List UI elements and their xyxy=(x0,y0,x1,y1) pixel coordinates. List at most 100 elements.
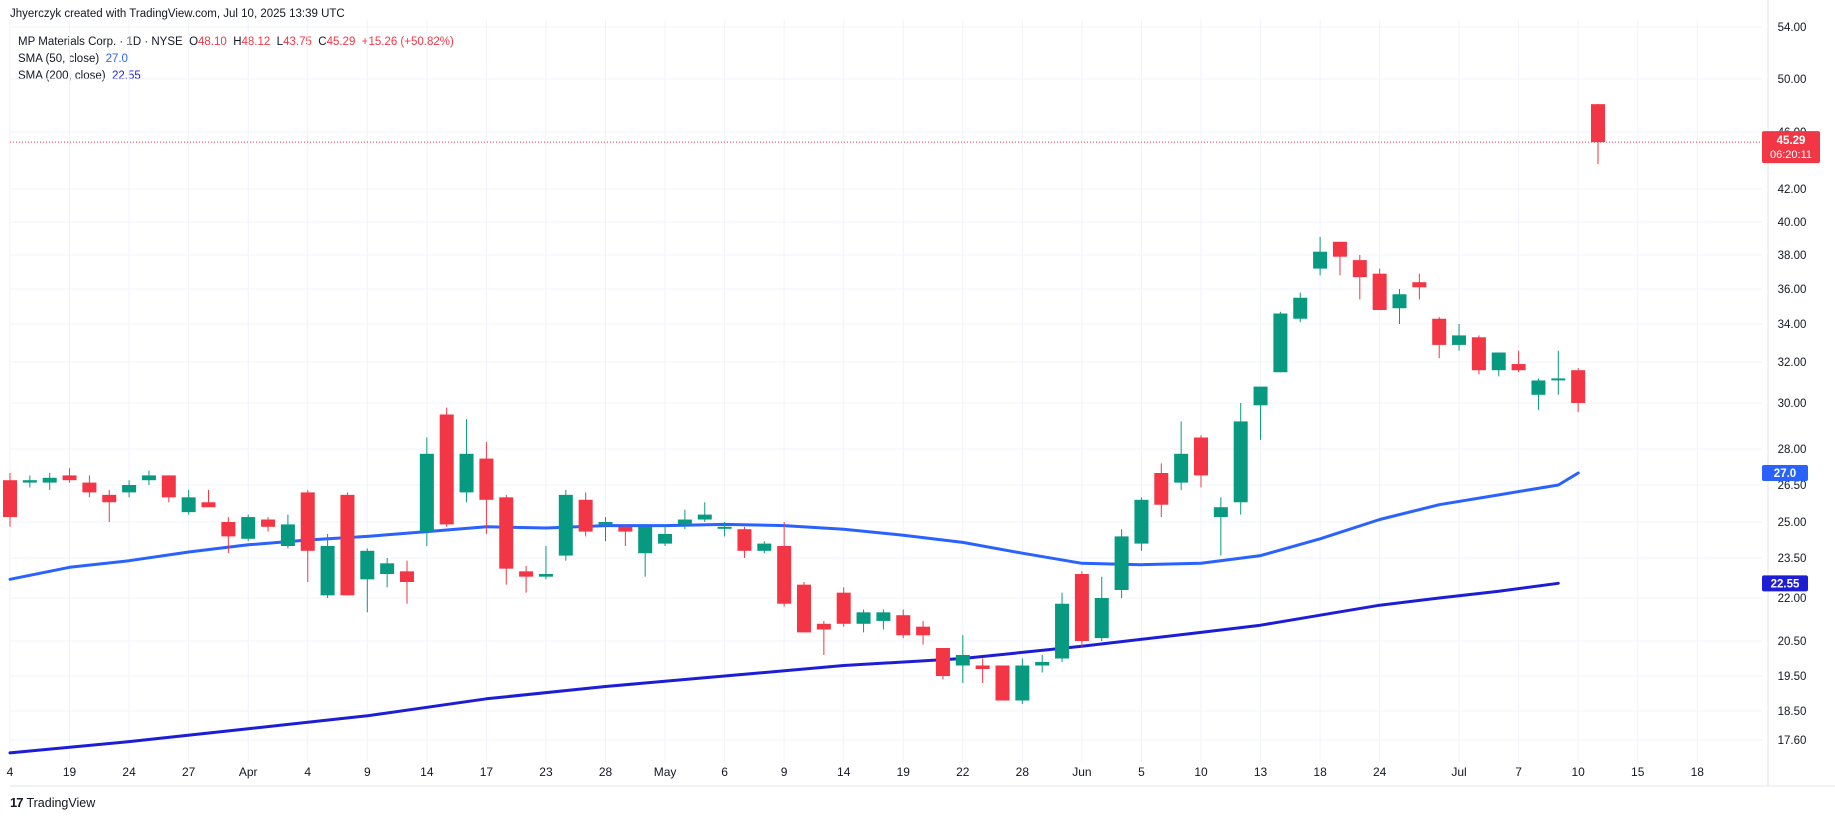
candle-body xyxy=(439,414,454,525)
last-price-badge-value: 45.29 xyxy=(1777,135,1806,147)
candle-body xyxy=(42,477,57,483)
candle-body xyxy=(955,655,970,666)
candle-body xyxy=(558,494,573,556)
candle-body xyxy=(300,492,315,551)
x-tick-label: 10 xyxy=(1194,765,1208,779)
sma50-line xyxy=(8,471,1580,581)
y-tick-label: 19.50 xyxy=(1778,671,1807,683)
x-tick-label: 22 xyxy=(956,765,970,779)
x-tick-label: 6 xyxy=(721,765,728,779)
candle-body xyxy=(1114,536,1129,590)
y-tick-label: 54.00 xyxy=(1778,22,1807,34)
candle-body xyxy=(22,480,37,483)
x-tick-label: 23 xyxy=(539,765,553,779)
open-value: 48.10 xyxy=(198,36,227,48)
candle-body xyxy=(995,665,1010,701)
y-tick-label: 38.00 xyxy=(1778,250,1807,262)
candle-body xyxy=(896,615,911,636)
x-tick-label: 13 xyxy=(1254,765,1268,779)
x-tick-label: 19 xyxy=(63,765,77,779)
y-tick-label: 30.00 xyxy=(1778,398,1807,410)
candle-body xyxy=(1372,273,1387,310)
chart-credit: Jhyerczyk created with TradingView.com, … xyxy=(10,8,345,20)
y-tick-label: 40.00 xyxy=(1778,217,1807,229)
candle-body xyxy=(419,453,434,532)
sma50-legend-row[interactable]: SMA (50, close) 27.0 xyxy=(18,51,454,68)
candle-body xyxy=(161,475,176,498)
candle-body xyxy=(62,475,77,481)
candle-body xyxy=(1015,665,1030,701)
y-tick-label: 32.00 xyxy=(1778,357,1807,369)
sma200-price-badge-bg xyxy=(1762,575,1808,592)
candle-body xyxy=(797,584,811,633)
y-tick-label: 23.50 xyxy=(1778,553,1807,565)
sma50-price-badge-bg xyxy=(1762,465,1808,481)
x-tick-label: Apr xyxy=(239,765,258,779)
open-label: O xyxy=(189,36,199,48)
candle-body xyxy=(1491,352,1506,371)
sma50-legend-label: SMA (50, close) xyxy=(18,53,100,65)
last-price-badge-bg xyxy=(1762,131,1820,164)
candle-body xyxy=(777,546,792,604)
candle-body xyxy=(261,519,276,527)
candle-body xyxy=(598,522,613,525)
x-tick-label: 10 xyxy=(1571,765,1585,779)
candle-body xyxy=(141,475,156,481)
sma200-price-badge-text: 22.55 xyxy=(1771,578,1800,590)
x-tick-label: 9 xyxy=(781,765,788,779)
sma50-price-badge-text: 27.0 xyxy=(1774,468,1796,480)
y-tick-label: 28.00 xyxy=(1778,444,1807,456)
low-value: 43.75 xyxy=(283,36,312,48)
x-tick-label: 24 xyxy=(122,765,136,779)
high-label: H xyxy=(233,36,242,48)
symbol-row: MP Materials Corp. · 1D · NYSE O48.10 H 4… xyxy=(18,34,454,51)
candle-body xyxy=(1293,297,1308,319)
x-tick-label: 28 xyxy=(1016,765,1030,779)
x-tick-label: 5 xyxy=(1138,765,1145,779)
last-price-badge-countdown: 06:20:11 xyxy=(1770,149,1812,161)
candle-body xyxy=(201,502,216,508)
candle-body xyxy=(1035,662,1050,666)
candle-body xyxy=(836,592,851,624)
candle-body xyxy=(360,550,375,580)
candle-body xyxy=(578,499,593,532)
candle-body xyxy=(280,524,295,546)
y-tick-label: 20.50 xyxy=(1778,636,1807,648)
candle-body xyxy=(1055,603,1070,659)
candle-body xyxy=(1531,380,1546,395)
y-tick-label: 22.00 xyxy=(1778,593,1807,605)
candle-body xyxy=(1194,437,1208,476)
candle-body xyxy=(1511,364,1526,371)
tradingview-logo-icon: 17 xyxy=(10,795,24,810)
candle-body xyxy=(1273,313,1288,373)
candle-body xyxy=(122,485,137,493)
candle-body xyxy=(479,458,494,500)
symbol-label[interactable]: MP Materials Corp. · 1D · NYSE xyxy=(18,36,183,48)
candle-body xyxy=(1412,282,1427,288)
footer-brand: 17 TradingView xyxy=(10,795,95,810)
candle-body xyxy=(499,497,514,569)
candle-body xyxy=(1551,378,1566,381)
candle-body xyxy=(1352,260,1367,278)
y-tick-label: 50.00 xyxy=(1778,74,1807,86)
candle-body xyxy=(102,494,117,503)
candle-body xyxy=(181,497,196,513)
candle-body xyxy=(459,453,474,493)
candle-body xyxy=(816,623,831,630)
y-tick-label: 25.00 xyxy=(1778,517,1807,529)
candle-body xyxy=(697,514,712,520)
candle-body xyxy=(975,665,990,669)
x-tick-label: 4 xyxy=(7,765,14,779)
x-tick-label: May xyxy=(654,765,677,779)
candle-body xyxy=(757,543,772,551)
candle-body xyxy=(658,534,673,544)
candle-body xyxy=(876,612,891,621)
footer-brand-text: TradingView xyxy=(26,795,96,810)
x-tick-label: 14 xyxy=(420,765,434,779)
x-tick-label: 19 xyxy=(897,765,911,779)
candle-body xyxy=(1432,318,1447,345)
candle-body xyxy=(82,482,97,493)
x-tick-label: 28 xyxy=(599,765,613,779)
candle-body xyxy=(638,526,653,554)
